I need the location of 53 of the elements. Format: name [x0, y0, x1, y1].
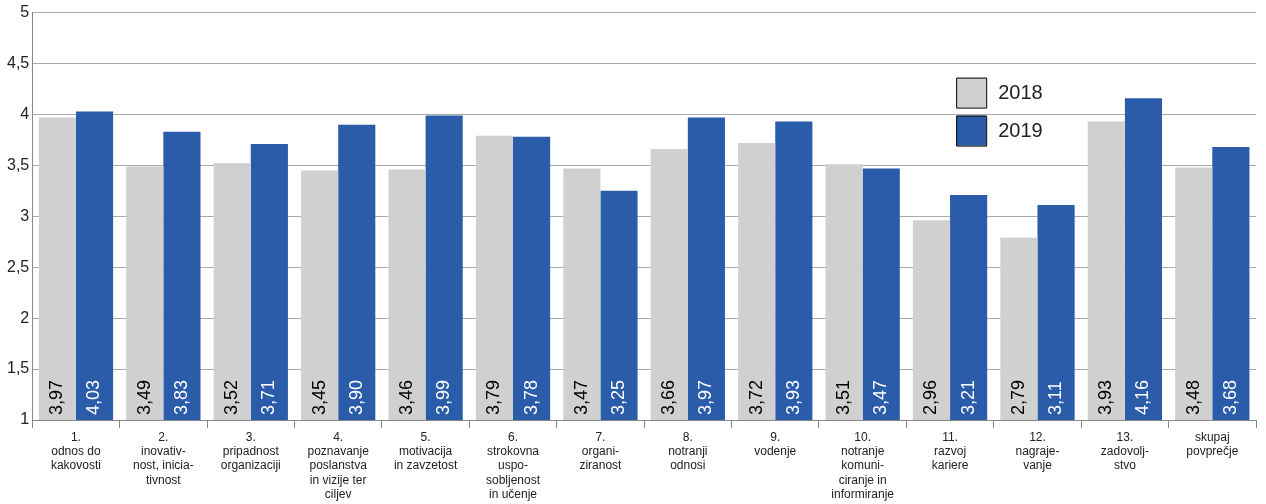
data-label: 3,21 — [957, 379, 978, 415]
y-tick-label: 1 — [20, 410, 30, 428]
y-tick-label: 5 — [20, 3, 30, 21]
data-label: 3,71 — [258, 379, 279, 415]
y-tick-label: 3 — [20, 206, 30, 224]
data-label: 3,47 — [570, 379, 591, 415]
y-tick-label: 2,5 — [6, 257, 30, 275]
data-label: 3,78 — [520, 379, 541, 415]
x-tick-label: skupaj povprečje — [1186, 429, 1239, 458]
data-label: 3,83 — [170, 379, 191, 415]
y-tick-label: 1,5 — [6, 359, 30, 377]
y-tick-label: 3,5 — [6, 155, 30, 173]
y-tick-label: 4,5 — [6, 53, 30, 71]
data-label: 3,97 — [46, 379, 67, 415]
x-tick-label: 13. zadovolj- stvo — [1100, 429, 1149, 473]
data-label: 3,52 — [221, 379, 242, 415]
data-label: 3,49 — [133, 379, 154, 415]
x-tick-label: 1. odnos do kakovosti — [50, 429, 101, 473]
x-tick-label: 9. vodenje — [754, 429, 797, 458]
x-tick-label: 6. strokovna uspo- sobljenost in učenje — [485, 429, 541, 502]
data-label: 3,11 — [1045, 381, 1066, 415]
x-tick-label: 8. notranji odnosi — [668, 429, 708, 473]
data-label: 3,68 — [1219, 379, 1240, 415]
x-tick-label: 5. motivacija in zavzetost — [393, 429, 458, 473]
data-label: 3,79 — [483, 379, 504, 415]
y-tick-label: 4 — [20, 104, 30, 122]
x-tick-label: 4. poznavanje poslanstva in vizije ter ciljev — [307, 429, 370, 502]
x-tick-label: 7. organi- ziranost — [579, 429, 623, 473]
data-label: 4,03 — [83, 379, 104, 415]
y-tick-label: 2 — [20, 308, 30, 326]
data-label: 3,90 — [345, 379, 366, 415]
legend-label: 2018 — [998, 81, 1043, 104]
data-label: 3,93 — [1095, 379, 1116, 415]
data-label: 3,47 — [870, 379, 891, 415]
data-label: 3,51 — [833, 379, 854, 415]
data-label: 2,96 — [920, 379, 941, 415]
data-label: 3,93 — [782, 379, 803, 415]
data-label: 4,16 — [1132, 379, 1153, 415]
x-tick-label: 12. nagraje- vanje — [1015, 429, 1060, 473]
x-tick-label: 2. inovativ- nost, inicia- tivnost — [133, 429, 194, 487]
x-tick-label: 11. razvoj kariere — [931, 429, 969, 473]
data-label: 3,25 — [607, 379, 628, 415]
legend-label: 2019 — [998, 119, 1043, 142]
data-label: 3,72 — [745, 379, 766, 415]
data-label: 3,46 — [395, 379, 416, 415]
x-tick-label: 3. pripadnost organizaciji — [220, 429, 281, 473]
data-label: 3,99 — [433, 379, 454, 415]
data-label: 3,45 — [308, 379, 329, 415]
x-tick-label: 10. notranje komuni- ciranje in informiranje — [831, 429, 895, 502]
data-label: 3,66 — [658, 379, 679, 415]
data-label: 2,79 — [1007, 379, 1028, 415]
data-label: 3,97 — [695, 379, 716, 415]
data-label: 3,48 — [1182, 379, 1203, 415]
